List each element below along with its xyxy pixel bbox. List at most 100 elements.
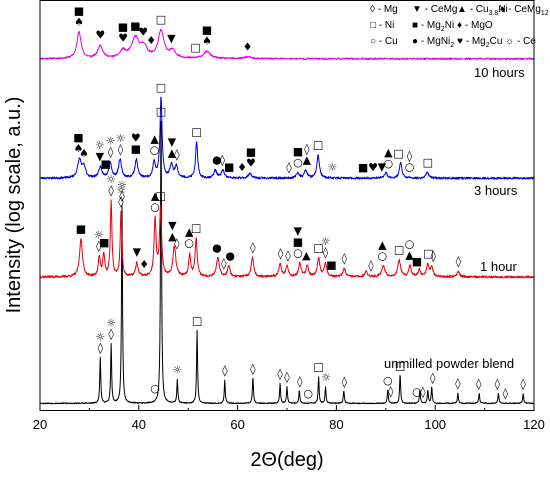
marker-mg2ni-1-hour-59-1: ■ [293, 235, 303, 248]
marker-mg2ni-1-hour-63-0: ■ [326, 259, 336, 272]
marker-mg2ni-3-hours-27-1: ■ [246, 146, 256, 159]
marker-mg2ni-10-hours-2-1: ■ [118, 21, 128, 34]
legend-item-ni: □ - Ni [370, 20, 394, 31]
marker-mg2cu-10-hours-1-0: ♥ [95, 29, 105, 42]
marker-mgo-10-hours-10-0: ♦ [243, 40, 253, 53]
marker-mgni2-1-hour-55-0: ● [225, 249, 235, 262]
legend-symbol: ◊ [370, 4, 378, 15]
marker-mg-1-hour-58-0: ◊ [285, 249, 291, 262]
marker-mg2ni-1-hour-42-0: ■ [99, 236, 109, 249]
legend-label: - MgO [465, 20, 493, 31]
legend-label: - Ni [379, 20, 395, 31]
marker-mg-unmilled-powder-blend-98-0: ◊ [503, 387, 509, 400]
marker-mgni2-1-hour-53-0: ● [212, 241, 222, 254]
marker-mg-unmilled-powder-blend-94-0: ◊ [430, 371, 436, 384]
marker-mg2ni-3-hours-11-1: ■ [73, 131, 83, 144]
marker-mg-unmilled-powder-blend-73-0: ◊ [98, 341, 104, 354]
marker-mg2ni-3-hours-17-0: ■ [131, 142, 141, 155]
marker-ce-3-hours-13-1: ☼ [95, 139, 105, 152]
legend-label: - Mg [421, 20, 441, 31]
marker-ce-unmilled-powder-blend-78-0: ☼ [172, 363, 182, 376]
legend-label: - Mg [378, 4, 398, 15]
x-tick-label-100: 100 [424, 417, 446, 432]
marker-ni-1-hour-61-0: □ [313, 241, 323, 254]
marker-cemg12-10-hours-9-0: ♠ [202, 35, 212, 48]
marker-cu3-8ni-1-hour-47-1: ▲ [151, 189, 160, 202]
legend-label: - Ce [517, 36, 536, 47]
marker-mg2ni-3-hours-33-0: ■ [358, 161, 368, 174]
marker-mg2cu-3-hours-17-1: ♥ [131, 131, 141, 144]
marker-ce-1-hour-43-1: ☼ [106, 173, 116, 186]
marker-mg-unmilled-powder-blend-74-0: ◊ [108, 328, 114, 341]
marker-mg2ni-10-hours-9-1: ■ [202, 24, 212, 37]
marker-mg2cu-10-hours-2-0: ♥ [118, 32, 128, 45]
marker-mg-1-hour-72-0: ◊ [456, 255, 462, 268]
marker-ni-3-hours-39-0: □ [423, 156, 433, 169]
marker-ni-unmilled-powder-blend-77-0: □ [156, 105, 166, 118]
marker-cemg-3-hours-20-1: ▼ [168, 135, 177, 148]
legend-subscript: 2 [486, 42, 490, 49]
marker-mg-unmilled-powder-blend-83-0: ◊ [284, 370, 290, 383]
marker-mg-unmilled-powder-blend-80-0: ◊ [222, 364, 228, 377]
marker-cemg-10-hours-7-0: ▼ [167, 32, 176, 45]
marker-ce-1-hour-44-1: ☼ [116, 184, 126, 197]
legend-symbol: ♥ [457, 36, 466, 47]
legend-label: - Mg [466, 36, 486, 47]
marker-cu-1-hour-68-1: ○ [405, 238, 415, 251]
legend-label: - MgNi [421, 36, 450, 47]
legend-item-mg2cu: ♥ - Mg2Cu [457, 36, 502, 49]
legend-symbol: ♦ [457, 20, 465, 31]
legend-symbol: □ [370, 20, 379, 31]
legend-label-suffix: Cu [490, 36, 503, 47]
marker-mg-1-hour-62-0: ◊ [323, 246, 329, 259]
marker-mgo-10-hours-5-0: ♦ [146, 34, 156, 47]
marker-cemg12-3-hours-12-0: ♠ [79, 147, 89, 160]
legend-item-ce: ☼ - Ce [505, 36, 536, 47]
marker-mg-unmilled-powder-blend-90-0: ◊ [388, 385, 394, 398]
legend-symbol: ● [412, 36, 421, 47]
marker-mg2ni-3-hours-29-1: ■ [293, 145, 303, 158]
marker-cu-3-hours-38-0: ○ [405, 161, 415, 174]
marker-mgo-3-hours-26-0: ♦ [237, 161, 247, 174]
marker-mg-unmilled-powder-blend-82-0: ◊ [277, 368, 283, 381]
legend-symbol: ☼ [505, 36, 517, 47]
marker-mg-3-hours-16-0: ◊ [118, 143, 124, 156]
marker-cu3-8ni-1-hour-68-0: ▲ [405, 249, 414, 262]
series-line-10-hours [39, 28, 535, 61]
marker-ce-1-hour-62-1: ☼ [321, 235, 331, 248]
marker-cu3-8ni-3-hours-30-0: ▲ [303, 154, 312, 167]
legend-label: - Cu [470, 4, 489, 15]
series-label-10-hours: 10 hours [474, 65, 525, 80]
x-tick-label-20: 20 [33, 417, 47, 432]
marker-cu-1-hour-47-0: ○ [150, 200, 160, 213]
legend-item-mg2ni: ■ - Mg2Ni [412, 20, 454, 33]
marker-mg-1-hour-50-0: ◊ [174, 237, 180, 250]
marker-ni-1-hour-67-0: □ [394, 243, 404, 256]
x-axis-title: 2Θ(deg) [250, 449, 323, 471]
legend-symbol: ♠ [500, 4, 508, 15]
marker-mg-unmilled-powder-blend-88-0: ◊ [342, 375, 348, 388]
marker-ce-unmilled-powder-blend-75-1: ☼ [117, 179, 127, 192]
marker-mg2ni-3-hours-25-0: ■ [224, 161, 234, 174]
legend-item-mgo: ♦ - MgO [457, 20, 493, 31]
marker-mg-1-hour-41-0: ◊ [96, 239, 102, 252]
marker-mg-3-hours-28-0: ◊ [286, 161, 292, 174]
marker-mg-1-hour-57-0: ◊ [278, 247, 284, 260]
legend-subscript: 2 [441, 26, 445, 33]
x-axis-tick-labels: 20 40 60 80 100 120 [33, 417, 545, 432]
marker-mgo-1-hour-46-0: ♦ [139, 258, 149, 271]
marker-cu3-8ni-3-hours-20-0: ▲ [168, 146, 177, 159]
marker-ni-10-hours-6-0: □ [156, 13, 166, 26]
marker-ni-unmilled-powder-blend-79-0: □ [192, 314, 202, 327]
series-label-3-hours: 3 hours [474, 183, 518, 198]
legend-item-cu3-8ni: ▲ - Cu3.8Ni [457, 4, 508, 17]
marker-mg-1-hour-54-0: ◊ [221, 257, 227, 270]
marker-cu3-8ni-1-hour-60-0: ▲ [302, 249, 311, 262]
marker-mg2cu-10-hours-4-0: ♥ [138, 26, 148, 39]
marker-ni-1-hour-52-0: □ [191, 221, 201, 234]
marker-ni-unmilled-powder-blend-86-0: □ [313, 361, 323, 374]
legend-symbol: ▼ [412, 4, 425, 15]
marker-mg-1-hour-43-0: ◊ [108, 184, 114, 197]
legend-symbol: ○ [370, 36, 379, 47]
